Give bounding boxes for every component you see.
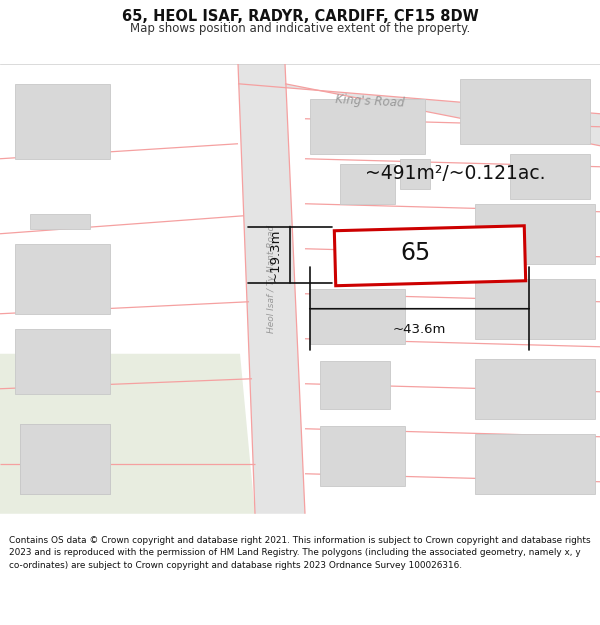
Bar — [475, 279, 595, 339]
Bar — [15, 84, 110, 159]
Bar — [310, 99, 425, 154]
Text: Contains OS data © Crown copyright and database right 2021. This information is : Contains OS data © Crown copyright and d… — [9, 536, 590, 569]
Text: 65, HEOL ISAF, RADYR, CARDIFF, CF15 8DW: 65, HEOL ISAF, RADYR, CARDIFF, CF15 8DW — [122, 9, 478, 24]
Text: Heol Isaf / Ty Nant Road: Heol Isaf / Ty Nant Road — [266, 224, 275, 333]
Bar — [400, 159, 430, 189]
Bar — [320, 426, 405, 486]
Text: ~491m²/~0.121ac.: ~491m²/~0.121ac. — [365, 164, 545, 183]
Bar — [475, 359, 595, 419]
Bar — [15, 329, 110, 394]
Polygon shape — [238, 64, 305, 514]
Text: ~43.6m: ~43.6m — [393, 322, 446, 336]
Text: Map shows position and indicative extent of the property.: Map shows position and indicative extent… — [130, 22, 470, 35]
Polygon shape — [238, 84, 600, 146]
Bar — [20, 424, 110, 494]
Text: King's Road: King's Road — [335, 94, 405, 110]
Bar — [20, 424, 110, 494]
Text: ~19.3m: ~19.3m — [269, 228, 282, 281]
Bar — [475, 204, 595, 264]
Polygon shape — [0, 354, 255, 514]
Bar — [310, 289, 405, 344]
Bar — [30, 214, 90, 229]
Bar — [320, 361, 390, 409]
Bar — [475, 434, 595, 494]
Bar — [15, 244, 110, 314]
Bar — [340, 164, 395, 204]
Bar — [510, 154, 590, 199]
Text: 65: 65 — [400, 241, 430, 265]
Bar — [334, 226, 526, 286]
Bar — [460, 79, 590, 144]
